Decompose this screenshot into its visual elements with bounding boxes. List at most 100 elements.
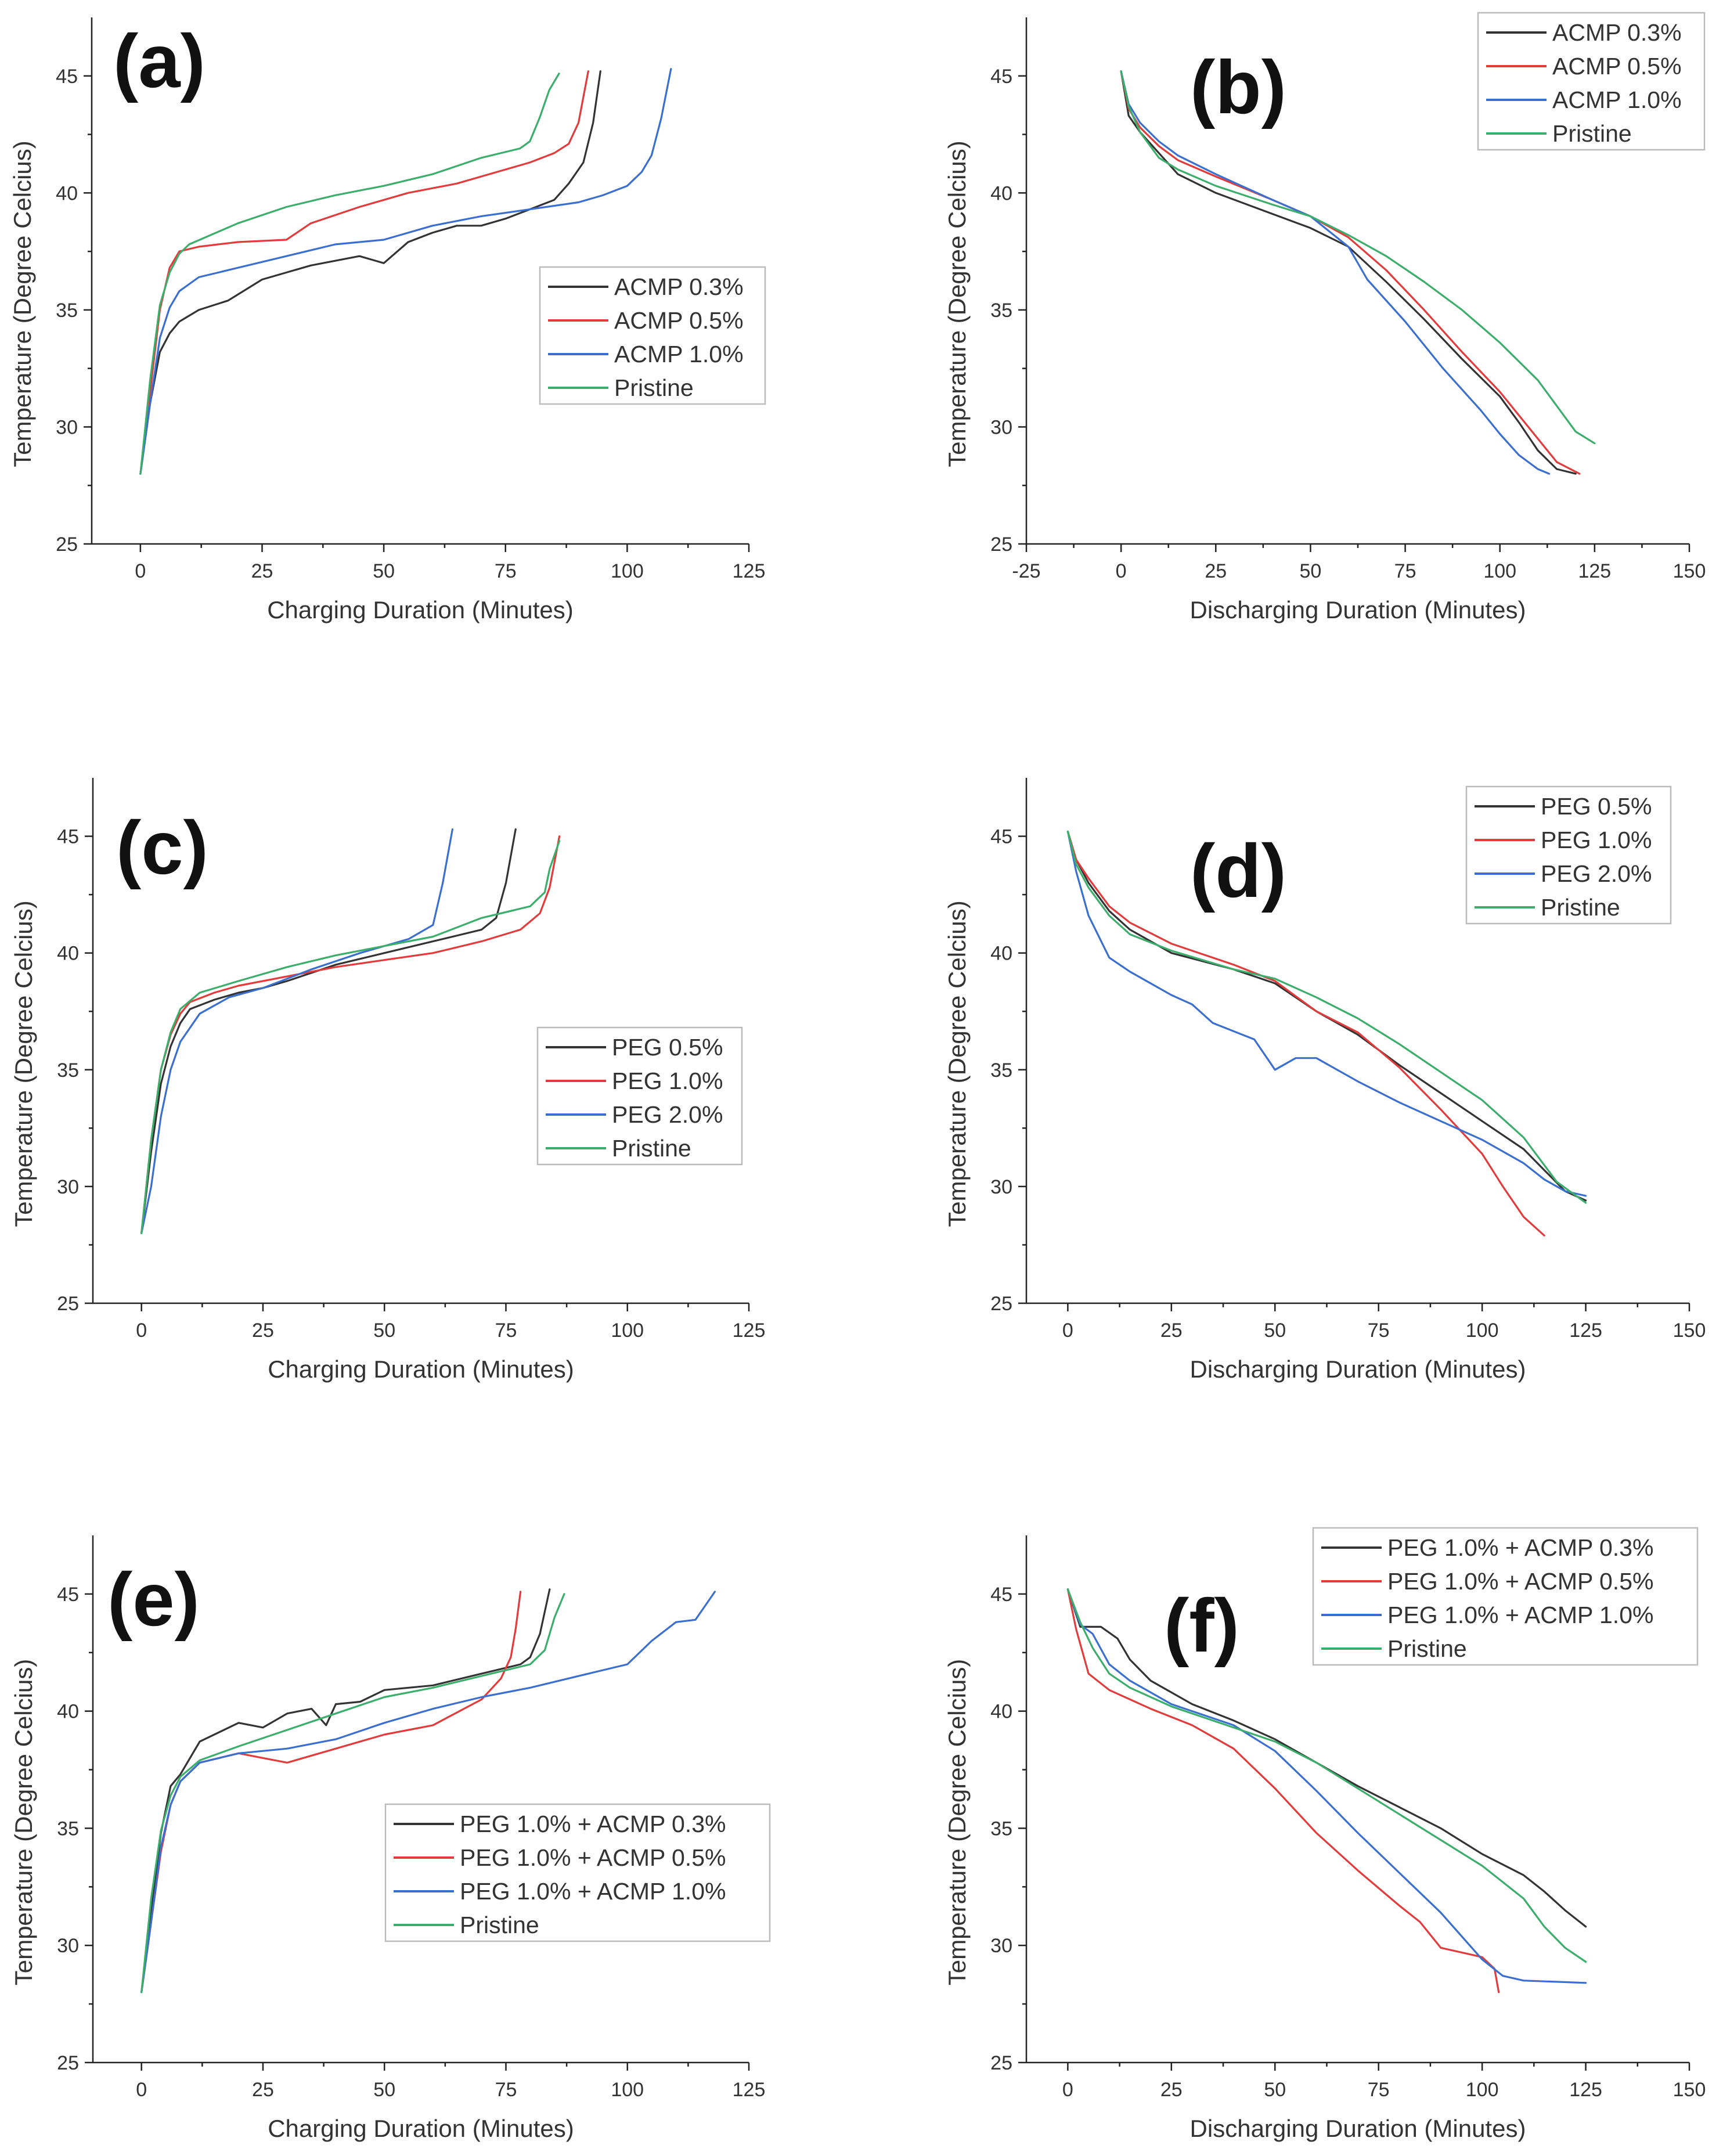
legend-entry-label: PEG 1.0% xyxy=(612,1068,723,1094)
legend-entry-label: ACMP 1.0% xyxy=(614,341,744,367)
y-tick-label: 35 xyxy=(56,300,78,322)
x-tick-label: 125 xyxy=(733,2079,766,2101)
series-line-4 xyxy=(140,1593,565,1993)
legend-box xyxy=(1477,12,1706,151)
x-tick-label: 0 xyxy=(1062,1319,1073,1342)
legend-entry-label: Pristine xyxy=(614,374,694,401)
legend-entry-label: PEG 1.0% + ACMP 1.0% xyxy=(460,1878,726,1905)
x-tick-label: 100 xyxy=(1483,560,1516,582)
x-tick-label: 50 xyxy=(373,2079,395,2101)
legend-entry-label: Pristine xyxy=(1541,894,1620,921)
x-tick-label: 0 xyxy=(1062,2079,1073,2101)
y-tick-label: 35 xyxy=(990,300,1012,322)
y-tick-label: 40 xyxy=(57,943,79,965)
x-axis-title: Discharging Duration (Minutes) xyxy=(1190,1355,1526,1383)
x-tick-label: 100 xyxy=(1466,2079,1499,2101)
y-tick-label: 25 xyxy=(57,1293,79,1315)
series-line-2 xyxy=(1066,830,1545,1236)
y-axis-title: Temperature (Degree Celcius) xyxy=(10,900,37,1227)
y-tick-label: 40 xyxy=(56,182,78,204)
x-tick-label: 0 xyxy=(1116,560,1127,582)
x-tick-label: 25 xyxy=(252,2079,274,2101)
y-tick-label: 35 xyxy=(57,1818,79,1840)
x-tick-label: 25 xyxy=(252,1319,274,1342)
x-tick-label: 150 xyxy=(1673,2079,1706,2101)
series-line-2 xyxy=(1120,70,1581,475)
x-tick-label: 0 xyxy=(136,2079,147,2101)
x-axis-title: Discharging Duration (Minutes) xyxy=(1190,596,1526,623)
legend-entry-label: ACMP 0.5% xyxy=(614,307,744,334)
x-tick-label: 50 xyxy=(373,560,395,582)
y-tick-label: 40 xyxy=(990,1701,1012,1723)
y-tick-label: 25 xyxy=(56,533,78,556)
legend-entry-label: PEG 2.0% xyxy=(612,1101,723,1128)
series-line-4 xyxy=(140,840,561,1234)
panel-label: (d) xyxy=(1190,828,1286,913)
y-tick-label: 45 xyxy=(990,826,1012,848)
series-line-3 xyxy=(139,68,672,475)
y-axis-title: Temperature (Degree Celcius) xyxy=(9,140,36,467)
series-line-3 xyxy=(140,1591,716,1993)
legend: PEG 1.0% + ACMP 0.3% PEG 1.0% + ACMP 0.5%… xyxy=(1312,1527,1699,1666)
y-tick-label: 40 xyxy=(990,943,1012,965)
x-tick-label: 125 xyxy=(733,1319,766,1342)
y-axis-title: Temperature (Degree Celcius) xyxy=(943,1659,971,1986)
x-tick-label: 150 xyxy=(1673,1319,1706,1342)
legend-box xyxy=(384,1803,771,1942)
x-tick-label: -25 xyxy=(1012,560,1040,582)
y-tick-label: 45 xyxy=(56,66,78,88)
legend: PEG 0.5% PEG 1.0% PEG 2.0% Pristine xyxy=(1465,785,1672,925)
legend-entry-label: Pristine xyxy=(612,1135,691,1162)
legend-entry-label: PEG 1.0% + ACMP 0.5% xyxy=(460,1844,726,1871)
panel-label: (e) xyxy=(107,1557,200,1642)
y-tick-label: 25 xyxy=(990,533,1012,556)
legend-entry-label: ACMP 0.3% xyxy=(614,273,744,300)
panels-group: 25 30 35 40 45 0 25 50 75 100 125 Charging Duration… xyxy=(9,12,1706,2142)
x-tick-label: 75 xyxy=(495,1319,517,1342)
x-tick-label: 50 xyxy=(1264,1319,1286,1342)
x-tick-label: 125 xyxy=(1569,1319,1602,1342)
y-tick-label: 30 xyxy=(56,416,78,438)
legend-entry-label: PEG 0.5% xyxy=(612,1034,723,1061)
legend-entry-label: PEG 2.0% xyxy=(1541,860,1652,887)
x-tick-label: 125 xyxy=(733,560,766,582)
legend-entry-label: PEG 1.0% + ACMP 0.3% xyxy=(1387,1534,1653,1561)
x-tick-label: 75 xyxy=(1394,560,1416,582)
panel-label: (b) xyxy=(1190,45,1286,129)
x-tick-label: 75 xyxy=(1368,1319,1390,1342)
legend-entry-label: PEG 1.0% + ACMP 0.3% xyxy=(460,1811,726,1837)
legend-box xyxy=(539,266,766,405)
chart-panel-1: 25 30 35 40 45 0 25 50 75 100 125 Charging Duration… xyxy=(9,17,766,623)
legend-entry-label: PEG 1.0% + ACMP 0.5% xyxy=(1387,1568,1653,1595)
x-axis-title: Discharging Duration (Minutes) xyxy=(1190,2115,1526,2142)
x-axis-title: Charging Duration (Minutes) xyxy=(268,1355,574,1383)
y-tick-label: 40 xyxy=(57,1701,79,1723)
series-line-3 xyxy=(1066,1588,1587,1984)
y-tick-label: 25 xyxy=(990,2052,1012,2074)
legend-entry-label: Pristine xyxy=(1552,120,1632,147)
legend: ACMP 0.3% ACMP 0.5% ACMP 1.0% Pristine xyxy=(1477,12,1706,151)
x-axis-title: Charging Duration (Minutes) xyxy=(268,2115,574,2142)
x-tick-label: 25 xyxy=(1205,560,1227,582)
x-tick-label: 25 xyxy=(251,560,273,582)
legend-entry-label: PEG 0.5% xyxy=(1541,793,1652,820)
x-tick-label: 50 xyxy=(1300,560,1322,582)
x-tick-label: 125 xyxy=(1569,2079,1602,2101)
y-axis-title: Temperature (Degree Celcius) xyxy=(10,1659,37,1986)
x-tick-label: 75 xyxy=(495,2079,517,2101)
legend-entry-label: PEG 1.0% + ACMP 1.0% xyxy=(1387,1602,1653,1628)
series-line-4 xyxy=(1120,70,1596,445)
x-tick-label: 100 xyxy=(611,2079,644,2101)
x-axis-title: Charging Duration (Minutes) xyxy=(267,596,574,623)
legend-entry-label: ACMP 0.5% xyxy=(1552,53,1682,80)
y-tick-label: 40 xyxy=(990,182,1012,204)
legend-entry-label: Pristine xyxy=(460,1912,539,1938)
panel-label: (f) xyxy=(1164,1583,1239,1668)
x-tick-label: 100 xyxy=(611,560,644,582)
x-tick-label: 100 xyxy=(1466,1319,1499,1342)
chart-panel-4: 25 30 35 40 45 0 25 50 75 100 125 150 Discharging Du… xyxy=(943,778,1706,1383)
x-tick-label: 125 xyxy=(1578,560,1611,582)
y-tick-label: 30 xyxy=(57,1935,79,1957)
legend-box xyxy=(536,1026,743,1166)
